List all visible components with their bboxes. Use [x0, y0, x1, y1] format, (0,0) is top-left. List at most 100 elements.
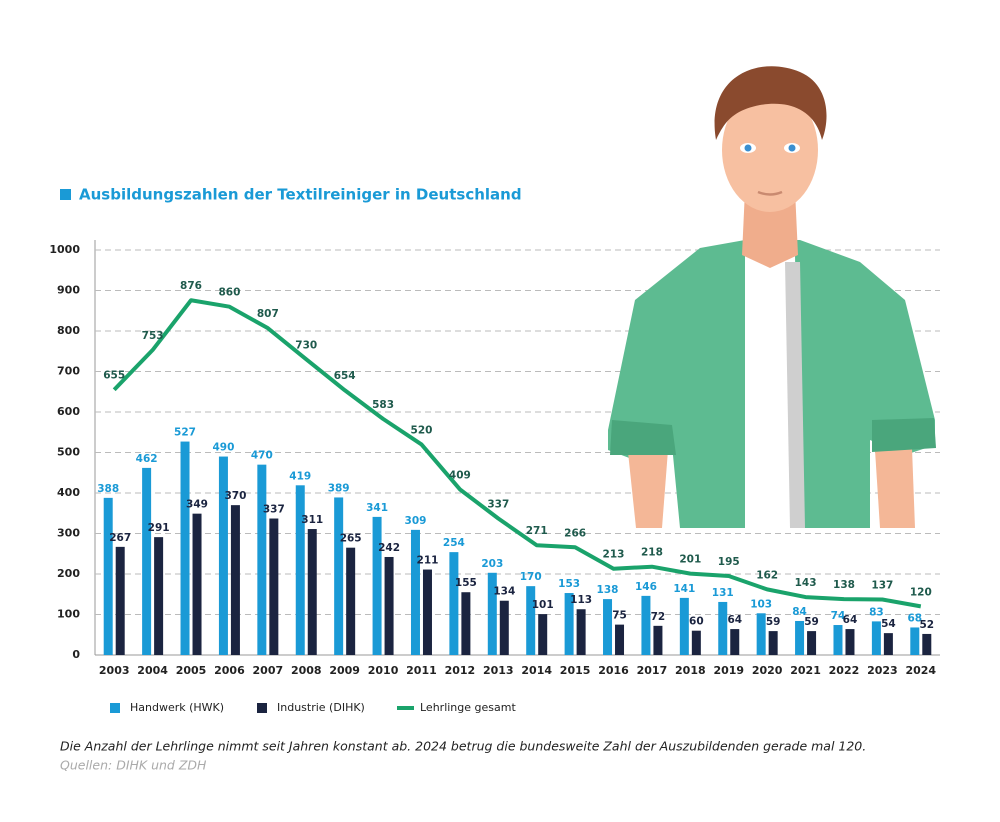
bar: [180, 441, 190, 655]
bar: [372, 516, 382, 655]
data-label: 409: [449, 469, 471, 481]
bar: [922, 633, 932, 655]
x-tick-label: 2003: [99, 664, 130, 677]
x-tick-label: 2013: [483, 664, 514, 677]
data-label: 337: [263, 504, 285, 516]
bar: [718, 601, 728, 655]
data-label: 138: [597, 584, 619, 596]
data-label: 349: [186, 499, 208, 511]
cuff-left: [610, 420, 676, 455]
data-label: 462: [136, 453, 158, 465]
title-marker: [60, 189, 71, 200]
y-tick-label: 100: [57, 608, 80, 621]
bar: [230, 505, 240, 655]
bar: [730, 629, 740, 655]
arm-left: [628, 450, 668, 528]
data-label: 54: [881, 618, 896, 630]
legend-label: Handwerk (HWK): [130, 701, 224, 714]
chart-title: Ausbildungszahlen der Textilreiniger in …: [79, 186, 522, 204]
data-label: 311: [301, 514, 323, 526]
x-tick-label: 2018: [675, 664, 706, 677]
bar: [910, 627, 920, 655]
x-tick-label: 2024: [905, 664, 936, 677]
bar: [269, 518, 279, 655]
illustration: [608, 66, 936, 528]
data-label: 64: [727, 614, 742, 626]
data-label: 291: [148, 522, 170, 534]
x-tick-label: 2004: [137, 664, 168, 677]
y-tick-label: 200: [57, 567, 80, 580]
data-label: 470: [251, 450, 273, 462]
source: Quellen: DIHK und ZDH: [60, 758, 207, 773]
bar: [499, 600, 509, 655]
data-label: 103: [750, 598, 772, 610]
data-label: 75: [612, 610, 627, 622]
data-label: 370: [224, 490, 246, 502]
data-label: 309: [405, 515, 427, 527]
y-tick-label: 0: [72, 648, 80, 661]
y-tick-label: 700: [57, 365, 80, 378]
data-label: 64: [843, 614, 858, 626]
bar: [807, 631, 817, 655]
bar: [756, 613, 766, 655]
bar: [679, 597, 689, 655]
bar: [334, 497, 344, 655]
data-label: 131: [712, 587, 734, 599]
iris: [788, 144, 796, 152]
data-label: 876: [180, 280, 202, 292]
neck: [742, 190, 798, 268]
bar: [257, 464, 267, 655]
bar: [410, 529, 420, 655]
data-label: 170: [520, 571, 542, 583]
line: [112, 298, 922, 609]
bar: [615, 624, 625, 655]
y-tick-label: 400: [57, 486, 80, 499]
x-tick-label: 2014: [521, 664, 552, 677]
data-label: 490: [212, 442, 234, 454]
bar: [422, 569, 432, 655]
data-label: 83: [869, 606, 884, 618]
data-label: 341: [366, 502, 388, 514]
bar: [526, 586, 536, 655]
bar: [576, 609, 586, 655]
data-label: 265: [340, 533, 362, 545]
data-label: 59: [804, 616, 819, 628]
x-tick-label: 2005: [176, 664, 207, 677]
data-label: 337: [487, 499, 509, 511]
bar: [487, 572, 497, 655]
x-tick-label: 2016: [598, 664, 629, 677]
data-label: 52: [919, 619, 934, 631]
bar: [603, 599, 613, 655]
data-label: 74: [831, 610, 846, 622]
data-label: 143: [795, 577, 817, 589]
y-tick-label: 1000: [49, 243, 80, 256]
data-label: 807: [257, 308, 279, 320]
bar: [384, 556, 394, 655]
bar: [103, 497, 113, 655]
x-tick-label: 2010: [368, 664, 399, 677]
mouth: [757, 190, 783, 196]
bar: [653, 625, 663, 655]
x-tick-label: 2020: [752, 664, 783, 677]
data-label: 583: [372, 399, 394, 411]
data-label: 254: [443, 537, 465, 549]
bar: [115, 546, 125, 655]
data-label: 101: [532, 599, 554, 611]
bar: [883, 633, 893, 655]
data-label: 267: [109, 532, 131, 544]
data-label: 271: [526, 525, 548, 537]
y-tick-label: 300: [57, 527, 80, 540]
bar: [871, 621, 881, 655]
data-label: 60: [689, 616, 704, 628]
x-tick-label: 2023: [867, 664, 898, 677]
hair: [714, 66, 827, 140]
data-label: 146: [635, 581, 657, 593]
data-label: 134: [493, 586, 515, 598]
data: 2003 2004 2005 2006 2007 2008 2009 2010 2011 2012…: [97, 280, 936, 677]
data-label: 730: [295, 339, 317, 351]
data-label: 72: [651, 611, 666, 623]
bar: [461, 592, 471, 655]
data-label: 138: [833, 579, 855, 591]
data-label: 218: [641, 547, 663, 559]
